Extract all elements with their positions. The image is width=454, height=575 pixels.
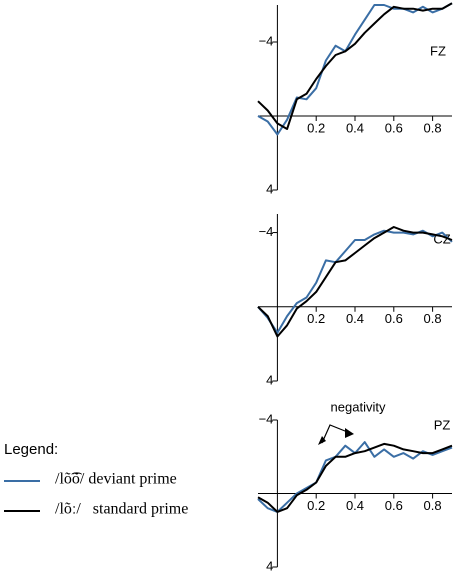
y-tick-label: −4 — [259, 33, 274, 48]
y-tick-label: 4 — [266, 181, 273, 196]
annotation-arrow — [321, 424, 351, 444]
x-tick-label: 0.2 — [307, 311, 325, 326]
x-tick-label: 0.4 — [346, 120, 364, 135]
series-line — [257, 226, 453, 338]
legend-label: /lõː/ standard prime — [55, 501, 188, 518]
x-tick-label: 0.2 — [307, 120, 325, 135]
y-tick-label: −4 — [259, 224, 274, 239]
x-tick-label: 0.8 — [424, 120, 442, 135]
series-line — [257, 2, 453, 130]
x-tick-label: 0.4 — [346, 498, 364, 513]
series-line — [257, 2, 453, 136]
x-tick-label: 0.2 — [307, 498, 325, 513]
series-line — [257, 442, 453, 513]
panel-title: PZ — [434, 417, 451, 432]
x-tick-label: 0.8 — [424, 311, 442, 326]
y-tick-label: −4 — [259, 411, 274, 426]
y-tick-label: 4 — [266, 558, 273, 573]
x-tick-label: 0.6 — [385, 311, 403, 326]
legend-title: Legend: — [4, 441, 58, 458]
x-tick-label: 0.8 — [424, 498, 442, 513]
x-tick-label: 0.4 — [346, 311, 364, 326]
arrow-head — [318, 428, 354, 445]
legend-label: /lõ͡õ/ deviant prime — [55, 471, 177, 488]
annotation: negativity — [331, 399, 386, 414]
panel-title: FZ — [430, 43, 446, 58]
x-tick-label: 0.6 — [385, 498, 403, 513]
y-tick-label: 4 — [266, 372, 273, 387]
x-tick-label: 0.6 — [385, 120, 403, 135]
